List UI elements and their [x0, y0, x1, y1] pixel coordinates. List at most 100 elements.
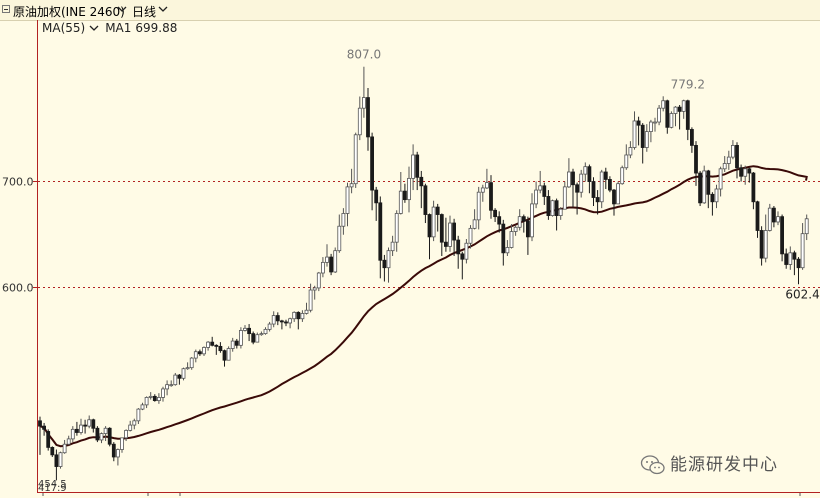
candle-body	[476, 191, 481, 221]
candle-body	[640, 124, 645, 148]
candle-body	[181, 368, 186, 379]
candle	[443, 217, 448, 252]
candle	[165, 380, 170, 396]
candle-body	[603, 171, 608, 180]
candle-body	[542, 185, 547, 197]
candle	[624, 144, 629, 170]
candle-body	[234, 340, 239, 346]
candle	[772, 206, 776, 228]
candle-body	[120, 437, 124, 450]
candle-body	[722, 163, 727, 170]
candle	[804, 214, 809, 241]
candle	[161, 386, 165, 402]
candle-body	[308, 289, 313, 311]
candle-body	[772, 207, 776, 223]
candle	[275, 312, 280, 326]
chevron-down-icon[interactable]	[89, 24, 99, 32]
candle	[484, 168, 489, 190]
candle	[653, 117, 657, 132]
candle	[357, 96, 362, 141]
candle	[111, 442, 116, 462]
candle-body	[718, 168, 723, 190]
candle	[722, 156, 727, 172]
candle	[669, 111, 674, 129]
candle-body	[726, 156, 731, 164]
candle	[202, 346, 206, 356]
candle-body	[735, 145, 739, 169]
candle-body	[50, 447, 55, 456]
candle-body	[661, 100, 666, 109]
candle-body	[636, 120, 641, 126]
indicator-selector[interactable]: MA(55)	[42, 21, 86, 35]
candle-body	[132, 420, 137, 426]
period-selector[interactable]: 日线	[132, 5, 157, 19]
candle	[706, 169, 711, 209]
candle	[579, 169, 584, 198]
candle-body	[579, 173, 584, 193]
candle	[259, 331, 264, 336]
candle	[148, 392, 153, 400]
candle	[308, 283, 313, 313]
candle-body	[423, 185, 428, 215]
candle	[763, 214, 768, 263]
candle	[402, 183, 407, 203]
ma-line-layer	[39, 165, 808, 448]
candle-body	[243, 327, 247, 331]
candle-body	[279, 320, 284, 323]
candle	[361, 66, 366, 118]
collapse-icon[interactable]	[2, 5, 10, 13]
candle-body	[776, 216, 780, 223]
candle	[316, 271, 321, 292]
candle-body	[402, 190, 407, 201]
candle	[640, 123, 645, 164]
candle-body	[558, 208, 563, 216]
candle-body	[554, 200, 559, 216]
candle-body	[669, 113, 674, 128]
candle	[509, 224, 514, 249]
candle-body	[271, 315, 276, 325]
candle-body	[747, 168, 752, 174]
candle	[439, 213, 444, 256]
candle-body	[185, 367, 190, 370]
candle	[320, 257, 325, 278]
candle	[472, 209, 477, 230]
candle-body	[419, 176, 424, 187]
candle	[366, 87, 370, 151]
candle	[288, 317, 293, 329]
candle-body	[513, 226, 518, 232]
candle	[169, 380, 174, 387]
y-tick-label: 600.0	[2, 282, 34, 295]
candle	[608, 176, 612, 193]
candle	[476, 186, 481, 230]
candle	[480, 184, 485, 202]
candle	[460, 251, 465, 280]
chevron-down-icon[interactable]	[158, 5, 168, 13]
candle-body	[320, 261, 325, 274]
chevron-down-icon[interactable]	[117, 5, 127, 13]
candle-body	[116, 449, 120, 458]
candle-body	[526, 220, 530, 238]
candle-body	[521, 216, 526, 222]
candle	[632, 111, 637, 150]
candle	[312, 285, 317, 300]
candle	[234, 338, 239, 349]
candle-body	[361, 97, 366, 109]
candle	[247, 324, 252, 342]
candle-body	[493, 209, 498, 218]
candle-body	[341, 213, 346, 227]
candle-body	[767, 207, 772, 231]
candle	[222, 349, 227, 367]
candle-body	[337, 225, 342, 252]
candle	[370, 132, 375, 211]
candle-body	[763, 230, 768, 259]
candle-body	[165, 384, 170, 390]
instrument-selector[interactable]: 原油加权(INE 2460)	[13, 5, 125, 19]
candle-body	[804, 218, 809, 235]
candle	[603, 167, 608, 190]
candle	[304, 302, 309, 315]
candle	[435, 203, 440, 232]
candle	[136, 408, 141, 425]
candle	[636, 116, 641, 146]
